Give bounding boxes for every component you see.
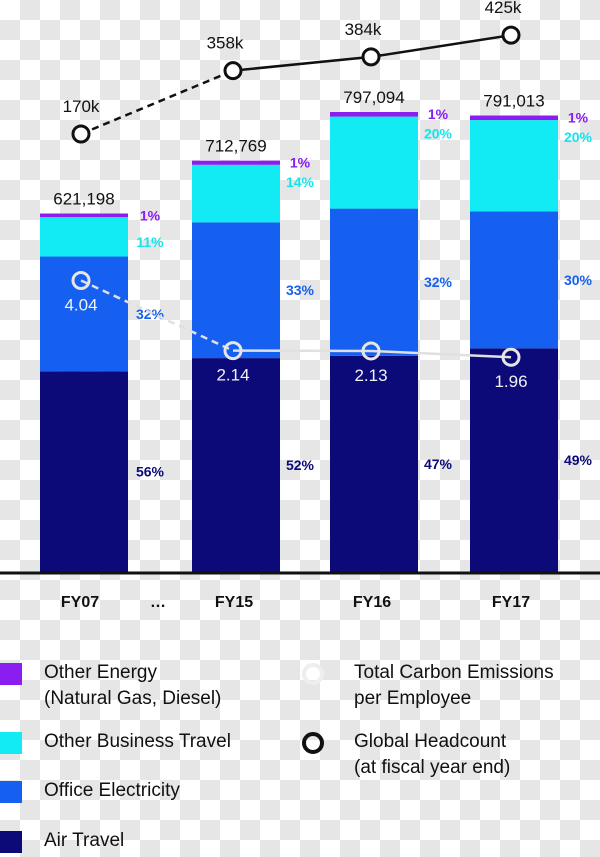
total-label-fy07: 621,198 <box>53 190 114 209</box>
carbon-point-fy15 <box>223 341 243 361</box>
pct-label-other-energy-fy17: 1% <box>568 110 589 126</box>
pct-label-other-business-travel-fy15: 14% <box>286 174 315 190</box>
bar-other-business-travel-fy07 <box>40 217 128 257</box>
total-label-fy15: 712,769 <box>205 137 266 156</box>
pct-label-other-energy-fy15: 1% <box>290 155 311 171</box>
bar-air-travel-fy15 <box>192 358 280 572</box>
legend-item-office-electricity: Office Electricity <box>0 778 180 804</box>
x-tick-fy15: FY15 <box>215 594 253 611</box>
legend-label-carbon-per-employee: Total Carbon Emissions per Employee <box>354 662 554 709</box>
bar-office-electricity-fy07 <box>40 256 128 372</box>
legend-item-global-headcount: Global Headcount (at fiscal year end) <box>302 729 510 781</box>
bar-office-electricity-fy16 <box>330 208 418 356</box>
legend-label-global-headcount: Global Headcount (at fiscal year end) <box>354 731 511 778</box>
headcount-point-fy17 <box>501 25 521 45</box>
headcount-point-fy15 <box>223 61 243 81</box>
pct-label-office-electricity-fy07: 32% <box>136 306 165 322</box>
x-tick-fy07: FY07 <box>61 594 99 611</box>
bar-air-travel-fy17 <box>470 348 558 572</box>
bar-other-business-travel-fy16 <box>330 116 418 209</box>
air-travel-swatch <box>0 831 22 853</box>
bar-office-electricity-fy17 <box>470 211 558 349</box>
carbon-point-fy16 <box>361 341 381 361</box>
bar-office-electricity-fy15 <box>192 222 280 359</box>
headcount-label-fy16: 384k <box>345 20 382 39</box>
bar-other-business-travel-fy17 <box>470 120 558 212</box>
pct-label-air-travel-fy07: 56% <box>136 464 165 480</box>
headcount-line-dashed <box>80 69 234 136</box>
axis-break-ellipsis: … <box>150 594 166 611</box>
bar-other-energy-fy17 <box>470 115 558 121</box>
x-tick-fy17: FY17 <box>492 594 530 611</box>
carbon-point-fy17 <box>501 347 521 367</box>
pct-label-air-travel-fy17: 49% <box>564 452 593 468</box>
total-label-fy16: 797,094 <box>343 88 404 107</box>
legend-item-other-business-travel: Other Business Travel <box>0 729 231 755</box>
carbon-label-fy17: 1.96 <box>494 372 527 391</box>
headcount-line-fy16-fy17 <box>370 33 512 59</box>
legend-label-office-electricity: Office Electricity <box>44 780 180 801</box>
headcount-label-fy07: 170k <box>63 97 100 116</box>
pct-label-other-business-travel-fy17: 20% <box>564 129 593 145</box>
headcount-point-fy16 <box>361 47 381 67</box>
x-tick-fy16: FY16 <box>353 594 391 611</box>
other-energy-swatch <box>0 663 22 685</box>
legend-item-carbon-per-employee: Total Carbon Emissions per Employee <box>302 660 554 712</box>
legend-item-air-travel: Air Travel <box>0 828 124 854</box>
stacked-bar-chart: 56% 32% 11% 1% 621,198 52% 33% 14% 1% 712,769 47% 3… <box>0 0 600 611</box>
total-label-fy17: 791,013 <box>483 92 544 111</box>
pct-label-office-electricity-fy15: 33% <box>286 282 315 298</box>
other-business-travel-swatch <box>0 732 22 754</box>
carbon-label-fy07: 4.04 <box>64 295 97 314</box>
pct-label-other-energy-fy16: 1% <box>428 106 449 122</box>
legend-label-other-business-travel: Other Business Travel <box>44 731 231 752</box>
carbon-line-dashed <box>80 279 234 352</box>
bar-other-energy-fy07 <box>40 213 128 218</box>
bar-air-travel-fy16 <box>330 355 418 572</box>
bar-other-business-travel-fy15 <box>192 164 280 223</box>
headcount-line-fy15-fy16 <box>232 55 372 72</box>
pct-label-office-electricity-fy16: 32% <box>424 274 453 290</box>
legend-label-air-travel: Air Travel <box>44 830 125 851</box>
carbon-line-fy16-fy17 <box>370 349 512 359</box>
carbon-point-fy07 <box>71 270 91 290</box>
headcount-label-fy15: 358k <box>207 34 244 53</box>
legend-label-other-energy: Other Energy (Natural Gas, Diesel) <box>44 662 222 709</box>
pct-label-office-electricity-fy17: 30% <box>564 272 593 288</box>
pct-label-other-energy-fy07: 1% <box>140 208 161 224</box>
legend-item-other-energy: Other Energy (Natural Gas, Diesel) <box>0 660 221 712</box>
hollow-circle-light-icon <box>302 663 324 685</box>
chart-legend: Other Energy (Natural Gas, Diesel) Other… <box>0 645 600 857</box>
office-electricity-swatch <box>0 781 22 803</box>
pct-label-other-business-travel-fy07: 11% <box>136 234 164 250</box>
pct-label-air-travel-fy16: 47% <box>424 456 453 472</box>
headcount-point-fy07 <box>71 124 91 144</box>
bar-other-energy-fy16 <box>330 112 418 117</box>
carbon-label-fy16: 2.13 <box>354 366 387 385</box>
pct-label-other-business-travel-fy16: 20% <box>424 126 453 142</box>
carbon-label-fy15: 2.14 <box>216 366 249 385</box>
headcount-label-fy17: 425k <box>485 0 522 17</box>
pct-label-air-travel-fy15: 52% <box>286 457 315 473</box>
bar-other-energy-fy15 <box>192 160 280 165</box>
bar-air-travel-fy07 <box>40 371 128 572</box>
hollow-circle-dark-icon <box>302 732 324 754</box>
